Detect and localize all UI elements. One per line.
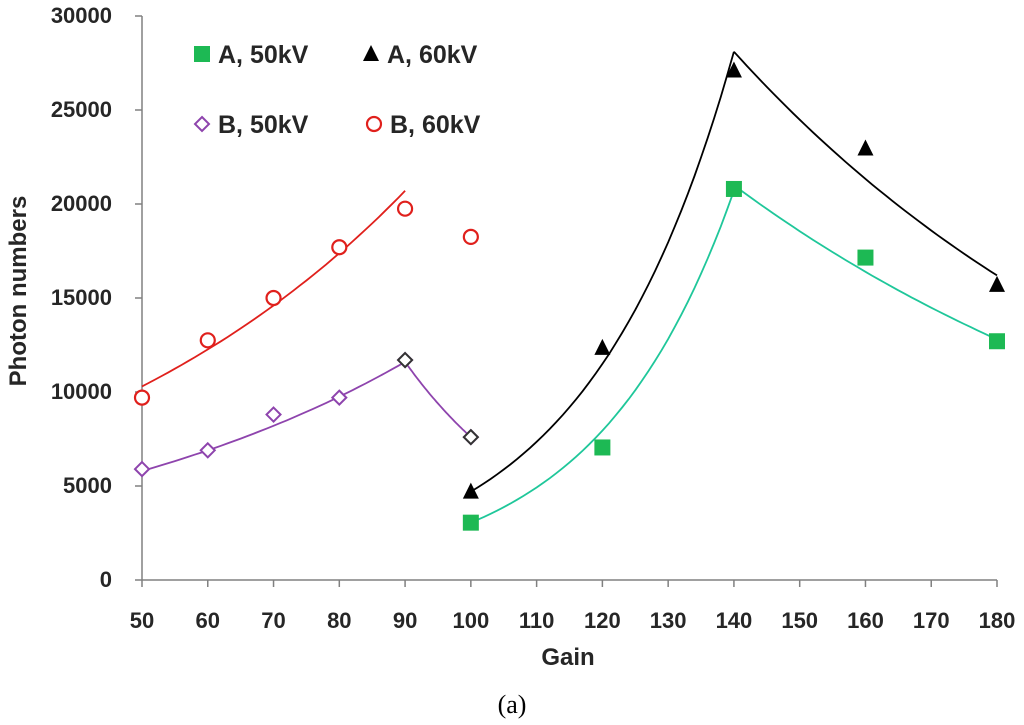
data-point	[594, 338, 611, 355]
x-tick-label: 80	[327, 608, 351, 633]
data-point	[594, 439, 611, 456]
legend-marker	[363, 45, 379, 61]
x-tick-label: 50	[130, 608, 154, 633]
data-point	[331, 239, 348, 256]
y-tick-label: 5000	[63, 473, 112, 498]
figure-caption: (a)	[498, 690, 527, 719]
y-tick-label: 10000	[51, 379, 112, 404]
y-tick-label: 25000	[51, 97, 112, 122]
data-point	[133, 460, 151, 478]
data-point	[989, 333, 1005, 350]
data-point	[989, 275, 1005, 292]
fit-line-segment	[470, 190, 735, 524]
x-tick-label: 150	[781, 608, 818, 633]
x-axis-title: Gain	[541, 644, 594, 671]
data-point	[330, 389, 348, 407]
legend: A, 50kV A, 60kV B, 50kV B, 60kV	[193, 41, 481, 139]
x-tick-label: 110	[519, 608, 555, 633]
data-point	[133, 389, 151, 406]
legend-marker	[193, 115, 211, 133]
data-point	[857, 139, 874, 156]
fit-line-segment	[404, 361, 472, 438]
data-point	[725, 61, 742, 78]
x-tick-label: 140	[716, 608, 753, 633]
data-markers	[133, 61, 1005, 531]
data-point-highlight	[462, 428, 480, 446]
legend-marker	[194, 46, 210, 62]
x-tick-label: 60	[196, 608, 220, 633]
y-tick-label: 20000	[51, 191, 112, 216]
fit-line-segment	[733, 184, 998, 341]
x-tick-label: 170	[913, 608, 950, 633]
y-axis-title: Photon numbers	[5, 196, 32, 387]
x-tick-label: 90	[393, 608, 417, 633]
data-point	[462, 228, 479, 245]
data-point	[857, 249, 874, 266]
y-tick-label: 0	[100, 567, 112, 592]
x-tick-label: 70	[261, 608, 285, 633]
legend-label: B, 60kV	[390, 111, 481, 139]
data-point	[462, 482, 479, 499]
x-tick-label: 130	[650, 608, 687, 633]
x-tick-label: 160	[847, 608, 884, 633]
y-tick-label: 30000	[51, 3, 112, 28]
legend-label: A, 60kV	[387, 41, 478, 69]
chart-axes: 0 5000 10000 15000 20000 25000 30000 50 60 70 80 90…	[51, 3, 1016, 633]
data-point	[199, 441, 217, 459]
legend-label: B, 50kV	[218, 111, 309, 139]
x-tick-label: 100	[452, 608, 489, 633]
data-point	[265, 406, 282, 423]
data-point	[396, 200, 414, 217]
fit-line-segment	[141, 190, 406, 388]
x-tick-label: 180	[979, 608, 1016, 633]
legend-label: A, 50kV	[218, 41, 309, 69]
fit-line-segment	[141, 361, 406, 472]
fit-line-segment	[470, 51, 735, 493]
legend-marker	[365, 115, 383, 133]
data-point	[265, 289, 282, 307]
y-tick-label: 15000	[51, 285, 112, 310]
data-point	[462, 514, 479, 531]
data-point-highlight	[396, 351, 414, 369]
data-point	[725, 180, 742, 197]
data-point	[199, 332, 216, 349]
fit-line-segment	[733, 51, 998, 277]
x-tick-label: 120	[584, 608, 621, 633]
